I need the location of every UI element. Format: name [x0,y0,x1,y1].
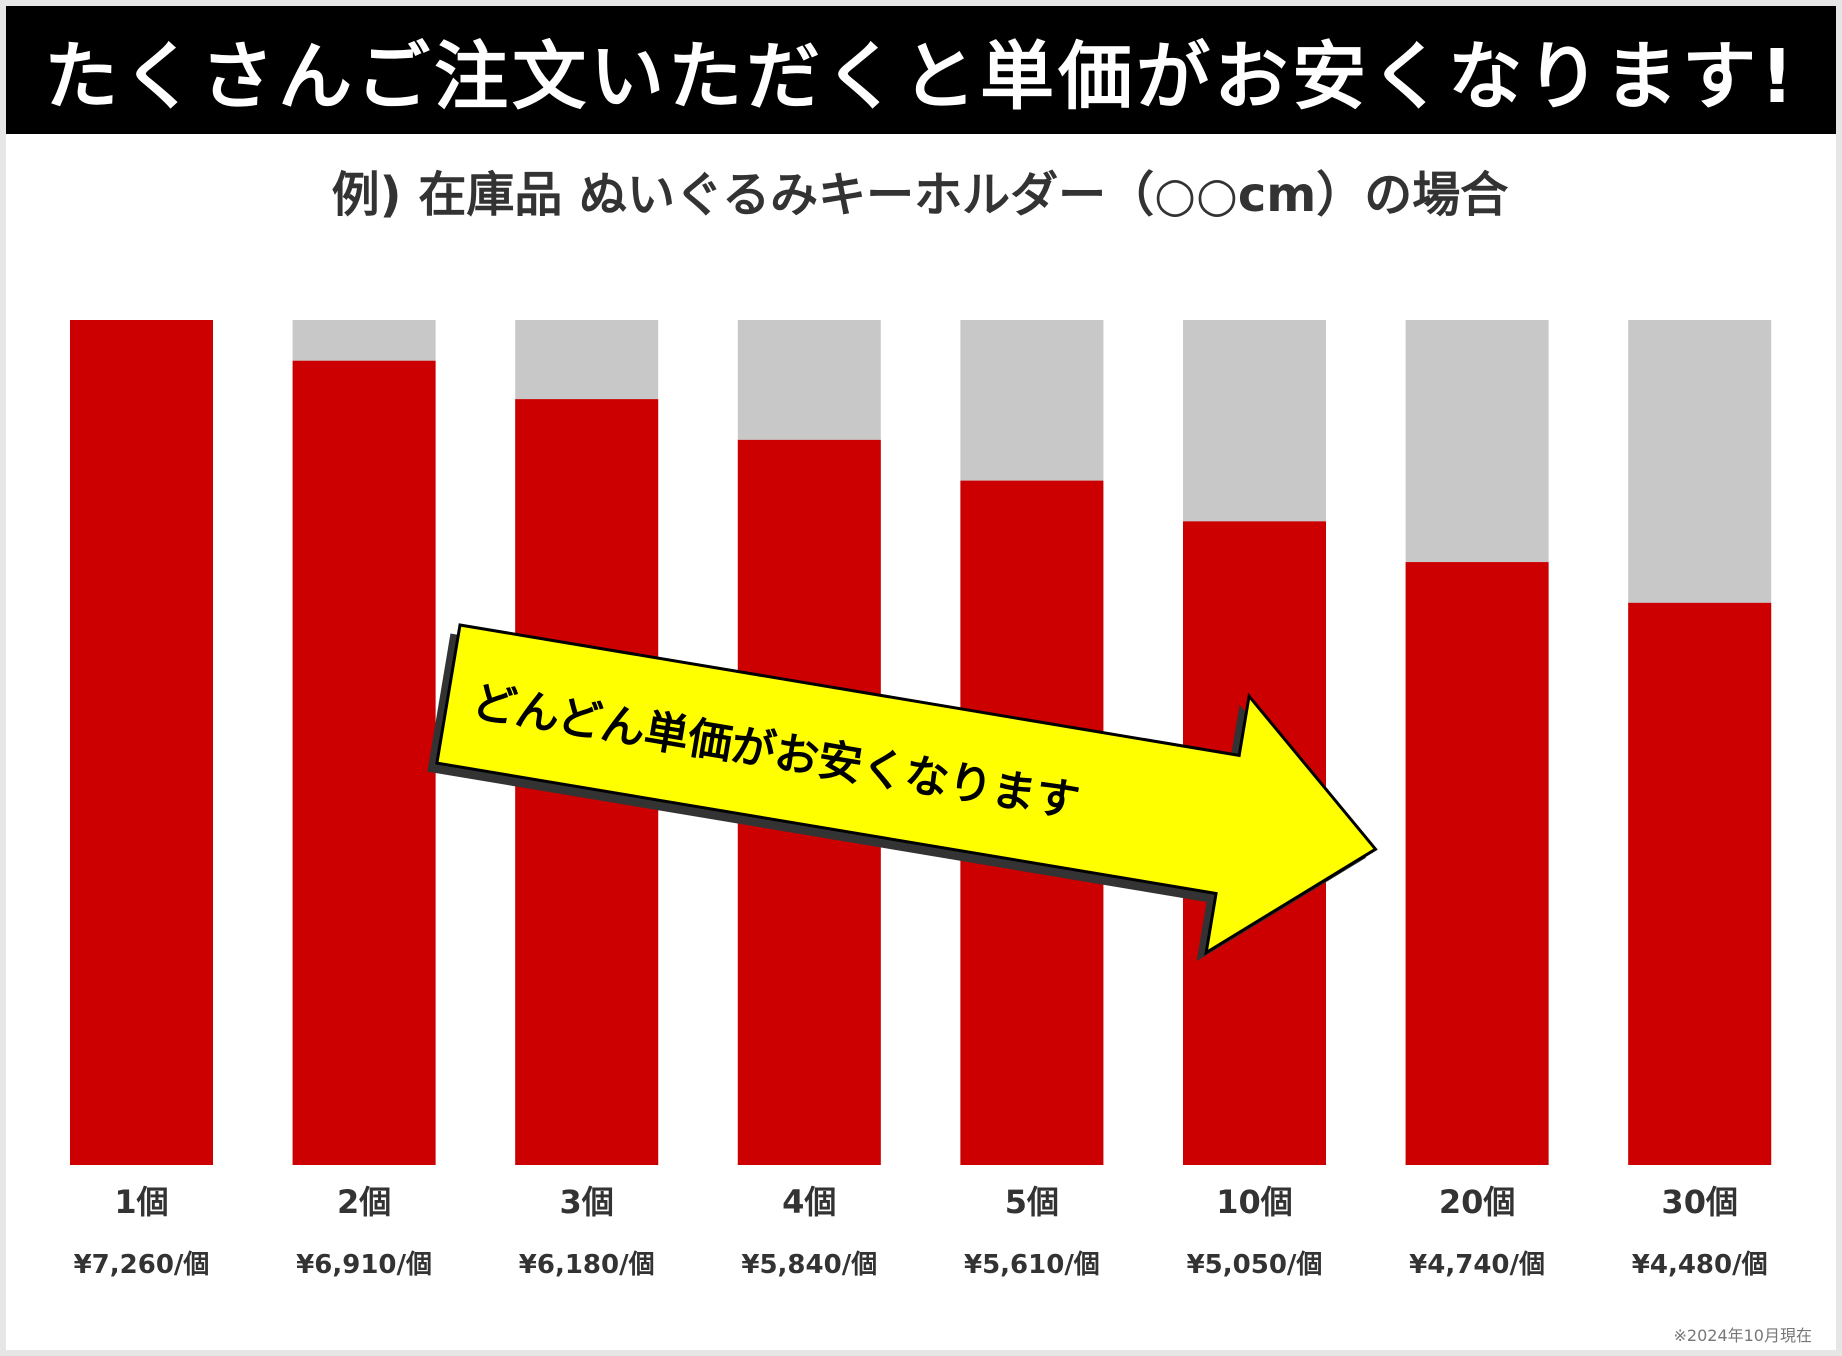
category-label-2: 2個 [337,1183,391,1221]
arrow-shape [435,623,1378,956]
category-label-4: 4個 [782,1183,836,1221]
price-label-5: ¥5,610/個 [964,1250,1100,1280]
price-label-7: ¥4,740/個 [1409,1250,1545,1280]
category-label-3: 3個 [560,1183,614,1221]
title-bar: たくさんご注文いただくと単価がお安くなります! [6,6,1836,134]
price-drop-arrow: どんどん単価がお安くなります [427,623,1378,962]
category-label-8: 30個 [1661,1183,1738,1221]
footnote: ※2024年10月現在 [1673,1326,1813,1345]
bar-2 [292,360,436,1165]
price-label-6: ¥5,050/個 [1187,1250,1323,1280]
bar-7 [1405,562,1549,1165]
price-label-1: ¥7,260/個 [74,1250,210,1280]
chart-title: たくさんご注文いただくと単価がお安くなります! [44,33,1798,120]
price-label-8: ¥4,480/個 [1632,1250,1768,1280]
category-label-6: 10個 [1216,1183,1293,1221]
price-label-3: ¥6,180/個 [519,1250,655,1280]
category-label-5: 5個 [1005,1183,1059,1221]
category-label-1: 1個 [114,1183,168,1221]
price-label-4: ¥5,840/個 [741,1250,877,1280]
price-label-2: ¥6,910/個 [296,1250,432,1280]
category-label-7: 20個 [1439,1183,1516,1221]
bar-8 [1628,602,1772,1165]
chart-subtitle: 例) 在庫品 ぬいぐるみキーホルダー（○○cm）の場合 [331,167,1509,223]
bar-1 [70,320,213,1165]
